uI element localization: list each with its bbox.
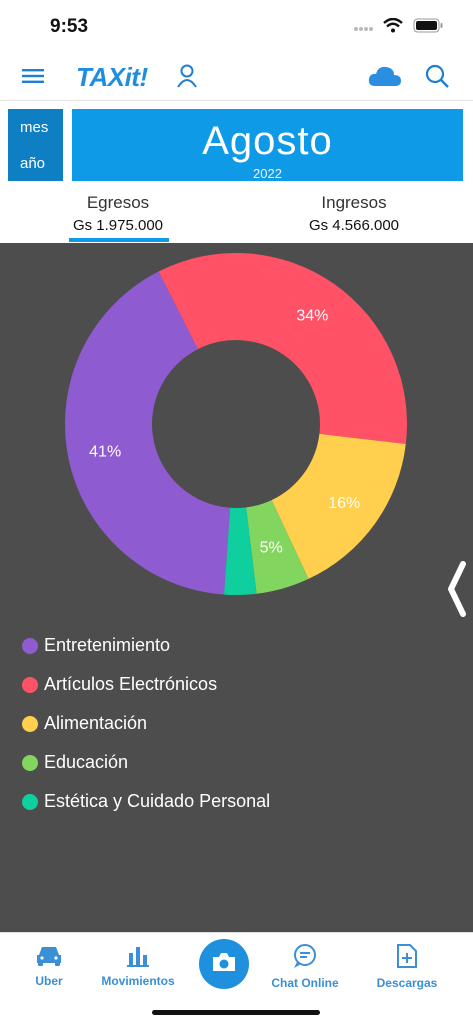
donut-slice-2[interactable] bbox=[271, 433, 406, 579]
download-doc-icon bbox=[396, 944, 418, 972]
battery-icon bbox=[413, 18, 443, 38]
chat-icon bbox=[291, 944, 319, 972]
tab-label: Egresos bbox=[86, 193, 150, 212]
donut-slice-label: 16% bbox=[328, 495, 360, 512]
donut-slice-4[interactable] bbox=[224, 507, 257, 595]
donut-slice-1[interactable] bbox=[158, 253, 407, 445]
nav-movimientos[interactable]: Movimientos bbox=[98, 943, 178, 988]
tab-ingresos[interactable]: Ingresos Gs 4.566.000 bbox=[254, 193, 454, 234]
nav-chat-online[interactable]: Chat Online bbox=[268, 943, 342, 990]
camera-button[interactable] bbox=[199, 939, 249, 989]
bottom-nav: Uber Movimientos Chat Online Descargas bbox=[0, 932, 473, 1025]
search-icon[interactable] bbox=[423, 62, 451, 90]
donut-slice-3[interactable] bbox=[246, 500, 309, 594]
wifi-icon bbox=[383, 17, 403, 38]
legend-label: Estética y Cuidado Personal bbox=[44, 791, 271, 811]
nav-label: Chat Online bbox=[271, 976, 339, 990]
chart-legend: Entretenimiento Artículos Electrónicos Ali… bbox=[22, 626, 270, 821]
month-name: Agosto bbox=[202, 119, 333, 163]
legend-color-dot bbox=[22, 676, 38, 693]
legend-item[interactable]: Alimentación bbox=[22, 704, 270, 743]
tab-label: Ingresos bbox=[321, 193, 387, 212]
legend-label: Artículos Electrónicos bbox=[44, 674, 218, 694]
legend-item[interactable]: Entretenimiento bbox=[22, 626, 270, 665]
chevron-left-icon[interactable] bbox=[445, 561, 467, 622]
nav-label: Movimientos bbox=[101, 974, 175, 988]
month-display[interactable]: Agosto 2022 bbox=[72, 109, 463, 181]
donut-slice-label: 5% bbox=[260, 540, 283, 557]
anio-button[interactable]: año bbox=[8, 145, 63, 181]
user-icon[interactable] bbox=[173, 62, 201, 90]
type-tabs: Egresos Gs 1.975.000 Ingresos Gs 4.566.0… bbox=[0, 187, 473, 243]
legend-item[interactable]: Estética y Cuidado Personal bbox=[22, 782, 270, 821]
legend-label: Alimentación bbox=[44, 713, 148, 733]
legend-color-dot bbox=[22, 793, 38, 810]
tab-egresos[interactable]: Egresos Gs 1.975.000 bbox=[18, 193, 218, 234]
nav-uber[interactable]: Uber bbox=[24, 943, 74, 988]
legend-label: Entretenimiento bbox=[44, 635, 171, 655]
camera-icon bbox=[211, 951, 237, 978]
tab-amount: Gs 1.975.000 bbox=[72, 217, 164, 234]
tab-selected-indicator bbox=[69, 238, 169, 242]
donut-slice-0[interactable] bbox=[64, 271, 231, 595]
donut-slice-label: 41% bbox=[89, 444, 121, 461]
period-selector: mes año Agosto 2022 bbox=[0, 101, 473, 187]
car-icon bbox=[35, 947, 63, 970]
app-header: TAXit! bbox=[0, 52, 473, 101]
menu-icon[interactable] bbox=[19, 62, 47, 90]
legend-color-dot bbox=[22, 715, 38, 732]
legend-color-dot bbox=[22, 754, 38, 771]
month-year: 2022 bbox=[253, 166, 282, 181]
nav-descargas[interactable]: Descargas bbox=[372, 943, 442, 990]
legend-color-dot bbox=[22, 637, 38, 654]
status-time: 9:53 bbox=[50, 16, 89, 37]
cloud-icon[interactable] bbox=[365, 62, 405, 90]
donut-slice-label: 34% bbox=[296, 308, 328, 325]
mes-button[interactable]: mes bbox=[8, 109, 63, 145]
chart-area: 41% 34% 16% 5% Entretenimiento Artículos Ele… bbox=[0, 243, 473, 932]
donut-chart: 41% 34% 16% 5% bbox=[64, 253, 407, 595]
bar-chart-icon bbox=[125, 947, 151, 970]
status-icons bbox=[353, 17, 443, 38]
legend-item[interactable]: Artículos Electrónicos bbox=[22, 665, 270, 704]
app-logo: TAXit! bbox=[76, 62, 148, 92]
nav-label: Descargas bbox=[376, 976, 438, 990]
status-bar: 9:53 bbox=[0, 0, 473, 52]
legend-label: Educación bbox=[44, 752, 129, 772]
signal-icon bbox=[353, 19, 373, 37]
home-indicator bbox=[152, 1010, 320, 1015]
legend-item[interactable]: Educación bbox=[22, 743, 270, 782]
nav-label: Uber bbox=[35, 974, 63, 988]
tab-amount: Gs 4.566.000 bbox=[308, 217, 400, 234]
